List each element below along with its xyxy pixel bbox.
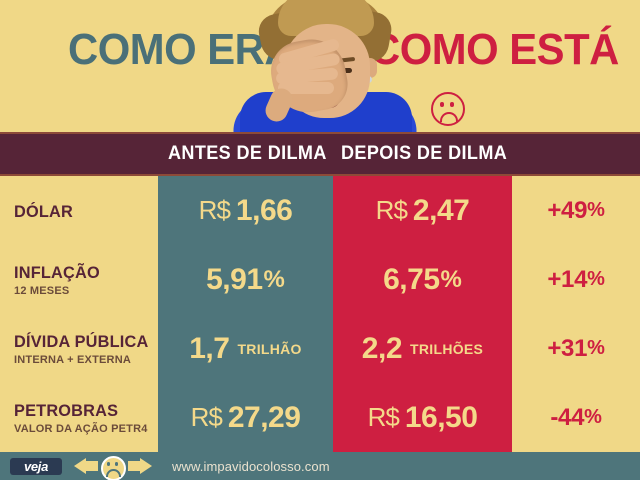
value-after: R$ 2,47 <box>333 176 512 245</box>
page-title-before: COMO ERA <box>68 25 295 74</box>
currency-symbol: R$ <box>198 195 231 225</box>
row-label: INFLAÇÃO <box>14 263 100 282</box>
emblem-eye-left <box>107 462 110 466</box>
delta-cell: +49% <box>512 176 640 245</box>
currency-symbol: R$ <box>190 402 223 432</box>
page-title-after: COMO ESTÁ <box>370 25 619 74</box>
footer-bar: veja www.impavidocolosso.com <box>0 452 640 480</box>
value-number: 2,2 <box>361 331 403 365</box>
value-number: 16,50 <box>404 400 478 434</box>
value-after: R$ 16,50 <box>333 383 512 452</box>
before-cell: R$ 27,29 <box>158 383 333 452</box>
before-cell: R$ 1,66 <box>158 176 333 245</box>
value-unit: TRILHÃO <box>237 340 302 357</box>
after-cell: 6,75% <box>333 245 512 314</box>
table-row: DÓLAR R$ 1,66 R$ 2,47 +49% <box>0 176 640 245</box>
dilma-portrait <box>230 0 420 132</box>
delta-cell: -44% <box>512 383 640 452</box>
table-header-band: ANTES DE DILMA DEPOIS DE DILMA <box>0 132 640 176</box>
row-label-cell: INFLAÇÃO 12 MESES <box>0 245 158 314</box>
sad-face-emblem-icon <box>74 456 152 480</box>
arrow-right-icon <box>140 458 152 474</box>
delta-value: +31% <box>512 314 640 383</box>
website-url[interactable]: www.impavidocolosso.com <box>172 459 330 474</box>
delta-cell: +31% <box>512 314 640 383</box>
after-cell: R$ 2,47 <box>333 176 512 245</box>
delta-number: +14 <box>547 265 588 293</box>
delta-number: +31 <box>547 334 588 362</box>
table-row: INFLAÇÃO 12 MESES 5,91% 6,75% +14% <box>0 245 640 314</box>
row-label: PETROBRAS <box>14 401 119 420</box>
band-top-rule <box>0 132 640 134</box>
row-label-cell: DÓLAR <box>0 176 158 245</box>
column-header-before: ANTES DE DILMA <box>168 143 327 164</box>
value-before: R$ 27,29 <box>158 383 333 452</box>
value-number: 27,29 <box>227 400 301 434</box>
sad-face-circle <box>431 92 465 126</box>
band-bottom-rule <box>0 174 640 176</box>
arrow-left-icon <box>74 458 86 474</box>
row-sublabel: 12 MESES <box>14 285 70 297</box>
value-number: 1,7 <box>189 331 230 365</box>
percent-symbol: % <box>263 265 285 293</box>
before-cell: 1,7 TRILHÃO <box>158 314 333 383</box>
row-label: DÓLAR <box>14 202 73 221</box>
percent-symbol: % <box>440 265 462 293</box>
delta-value: -44% <box>512 383 640 452</box>
before-cell: 5,91% <box>158 245 333 314</box>
currency-symbol: R$ <box>367 402 400 432</box>
value-after: 2,2 TRILHÕES <box>333 314 512 383</box>
value-before: 1,7 TRILHÃO <box>158 314 333 383</box>
arrow-right-bar <box>128 461 142 471</box>
row-sublabel: INTERNA + EXTERNA <box>14 354 131 366</box>
delta-percent-symbol: % <box>587 337 605 359</box>
sad-face-eye-left <box>440 102 444 107</box>
arrow-left-bar <box>84 461 98 471</box>
veja-logo[interactable]: veja <box>10 458 62 475</box>
sad-face-icon <box>431 92 465 126</box>
sad-face-mouth <box>440 112 458 122</box>
hero-section: COMO ERA COMO ESTÁ <box>0 0 640 132</box>
delta-percent-symbol: % <box>587 268 605 290</box>
delta-value: +49% <box>512 176 640 245</box>
row-label-cell: DÍVIDA PÚBLICA INTERNA + EXTERNA <box>0 314 158 383</box>
delta-cell: +14% <box>512 245 640 314</box>
finger-4 <box>278 82 334 94</box>
column-header-after: DEPOIS DE DILMA <box>341 143 508 164</box>
value-number: 6,75 <box>383 262 440 296</box>
row-label: DÍVIDA PÚBLICA <box>14 332 149 351</box>
delta-number: +49 <box>547 196 588 224</box>
delta-number: -44 <box>550 403 585 431</box>
sad-face-eye-right <box>450 102 454 107</box>
emblem-mouth <box>106 469 121 477</box>
delta-percent-symbol: % <box>587 199 605 221</box>
table-row: PETROBRAS VALOR DA AÇÃO PETR4 R$ 27,29 R$ 16,… <box>0 383 640 452</box>
value-number: 2,47 <box>412 193 470 227</box>
emblem-eye-right <box>115 462 118 466</box>
comparison-table: DÓLAR R$ 1,66 R$ 2,47 +49% INFLAÇÃO 12 MESES 5,9… <box>0 176 640 452</box>
delta-value: +14% <box>512 245 640 314</box>
delta-percent-symbol: % <box>584 406 602 428</box>
currency-symbol: R$ <box>375 195 408 225</box>
row-sublabel: VALOR DA AÇÃO PETR4 <box>14 423 148 435</box>
value-number: 5,91 <box>206 262 263 296</box>
value-before: R$ 1,66 <box>158 176 333 245</box>
after-cell: R$ 16,50 <box>333 383 512 452</box>
value-number: 1,66 <box>235 193 293 227</box>
table-row: DÍVIDA PÚBLICA INTERNA + EXTERNA 1,7 TRILHÃ… <box>0 314 640 383</box>
value-unit: TRILHÕES <box>410 340 484 357</box>
value-before: 5,91% <box>158 245 333 314</box>
after-cell: 2,2 TRILHÕES <box>333 314 512 383</box>
row-label-cell: PETROBRAS VALOR DA AÇÃO PETR4 <box>0 383 158 452</box>
value-after: 6,75% <box>333 245 512 314</box>
